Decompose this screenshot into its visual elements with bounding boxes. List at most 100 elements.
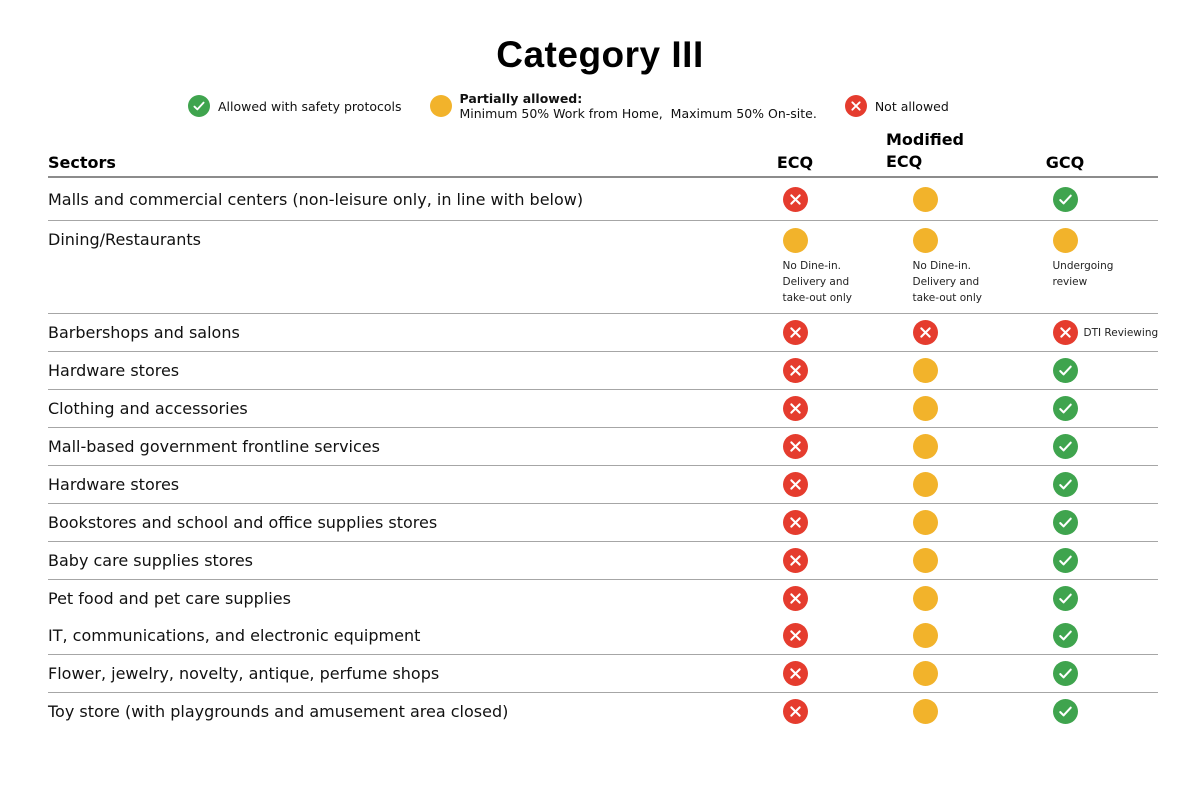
gcq-status-cell: DTI Reviewing (990, 320, 1158, 346)
not-allowed-icon (782, 623, 808, 649)
status-icon-wrap (782, 623, 808, 649)
status-icon-wrap: No Dine-in. Delivery and take-out only (912, 228, 982, 304)
partial-icon (912, 623, 938, 649)
table-row: Pet food and pet care supplies (48, 580, 1158, 617)
sector-label: Toy store (with playgrounds and amusemen… (48, 702, 509, 722)
allowed-icon (1052, 510, 1078, 536)
status-icon-wrap (782, 472, 808, 498)
gcq-status-cell (990, 586, 1158, 612)
mecq-status-cell (860, 548, 990, 574)
table-row: IT, communications, and electronic equip… (48, 617, 1158, 656)
partial-icon (912, 434, 938, 460)
status-icon-wrap (912, 472, 938, 498)
status-icon-wrap (782, 434, 808, 460)
ecq-status-cell (730, 661, 860, 687)
status-icon-wrap (782, 358, 808, 384)
status-note: No Dine-in. Delivery and take-out only (782, 260, 852, 304)
sector-label: Clothing and accessories (48, 399, 248, 419)
column-header-modified-ecq: Modified ECQ (885, 130, 964, 171)
legend-not-allowed-label: Not allowed (874, 98, 949, 114)
status-icon-wrap (912, 699, 938, 725)
gcq-status-cell (990, 548, 1158, 574)
status-icon-wrap: No Dine-in. Delivery and take-out only (782, 228, 852, 304)
mecq-status-cell (860, 434, 990, 460)
status-icon-wrap (1052, 510, 1078, 536)
sector-label: Baby care supplies stores (48, 551, 253, 571)
not-allowed-icon (782, 358, 808, 384)
sector-label: IT, communications, and electronic equip… (48, 626, 421, 646)
ecq-status-cell (730, 548, 860, 574)
mecq-status-cell (860, 320, 990, 346)
ecq-status-cell (730, 396, 860, 422)
status-icon-wrap (1052, 661, 1078, 687)
allowed-check-icon (188, 95, 210, 117)
status-icon-wrap (1052, 699, 1078, 725)
ecq-status-cell: No Dine-in. Delivery and take-out only (730, 228, 860, 304)
allowed-icon (1052, 434, 1078, 460)
status-icon-wrap (912, 548, 938, 574)
gcq-status-cell (990, 186, 1158, 212)
partial-icon (912, 510, 938, 536)
partial-icon (782, 228, 808, 254)
allowed-icon (1052, 623, 1078, 649)
sector-label: Bookstores and school and office supplie… (48, 513, 438, 533)
mecq-status-cell (860, 699, 990, 725)
page-title: Category III (496, 34, 704, 75)
sector-label: Malls and commercial centers (non-leisur… (48, 189, 584, 209)
legend-partial-detail: Minimum 50% Work from Home, Maximum 50% … (459, 106, 817, 121)
status-note: No Dine-in. Delivery and take-out only (912, 260, 982, 304)
gcq-status-cell (990, 396, 1158, 422)
mecq-status-cell (860, 396, 990, 422)
legend-item-partial: Partially allowed: Minimum 50% Work from… (429, 91, 817, 121)
status-icon-wrap (912, 396, 938, 422)
gcq-status-cell (990, 623, 1158, 649)
status-icon-wrap (912, 661, 938, 687)
status-icon-wrap: DTI Reviewing (1052, 320, 1158, 346)
not-allowed-icon (782, 548, 808, 574)
sector-label: Flower, jewelry, novelty, antique, perfu… (48, 664, 440, 684)
legend-allowed-label: Allowed with safety protocols (218, 98, 402, 114)
partial-circle-icon (429, 95, 452, 117)
status-icon-wrap (782, 396, 808, 422)
ecq-status-cell (730, 586, 860, 612)
not-allowed-icon (782, 699, 808, 725)
not-allowed-icon (782, 434, 808, 460)
status-icon-wrap (782, 586, 808, 612)
mecq-status-cell (860, 510, 990, 536)
table-row: Bookstores and school and office supplie… (48, 504, 1158, 543)
sector-label: Hardware stores (48, 475, 180, 495)
partial-icon (912, 586, 938, 612)
legend-partial-text: Partially allowed: Minimum 50% Work from… (460, 91, 817, 121)
allowed-icon (1052, 396, 1078, 422)
table-row: Toy store (with playgrounds and amusemen… (48, 693, 1158, 730)
legend-partial-title: Partially allowed: (459, 91, 583, 106)
sector-label: Barbershops and salons (48, 323, 240, 343)
sector-label: Dining/Restaurants (48, 230, 201, 250)
ecq-status-cell (730, 320, 860, 346)
allowed-icon (1052, 586, 1078, 612)
table-row: Hardware stores (48, 352, 1158, 391)
allowed-icon (1052, 186, 1078, 212)
column-header-sectors: Sectors (48, 153, 116, 173)
mecq-status-cell (860, 661, 990, 687)
partial-icon (912, 228, 938, 254)
table-header: Sectors ECQ Modified ECQ GCQ (48, 129, 1158, 179)
status-side-note: DTI Reviewing (1083, 326, 1159, 339)
partial-icon (912, 661, 938, 687)
status-icon-wrap (912, 320, 938, 346)
mecq-status-cell (860, 472, 990, 498)
status-icon-wrap (782, 186, 808, 212)
gcq-status-cell (990, 434, 1158, 460)
sector-label: Pet food and pet care supplies (48, 589, 291, 609)
partial-icon (912, 186, 938, 212)
partial-icon (912, 396, 938, 422)
table-row: Mall-based government frontline services (48, 428, 1158, 467)
status-icon-wrap (912, 510, 938, 536)
allowed-icon (1052, 661, 1078, 687)
status-icon-wrap (782, 510, 808, 536)
gcq-status-cell (990, 510, 1158, 536)
status-note: Undergoing review (1052, 260, 1114, 288)
partial-icon (912, 548, 938, 574)
table-body: Malls and commercial centers (non-leisur… (48, 178, 1158, 730)
gcq-status-cell (990, 358, 1158, 384)
